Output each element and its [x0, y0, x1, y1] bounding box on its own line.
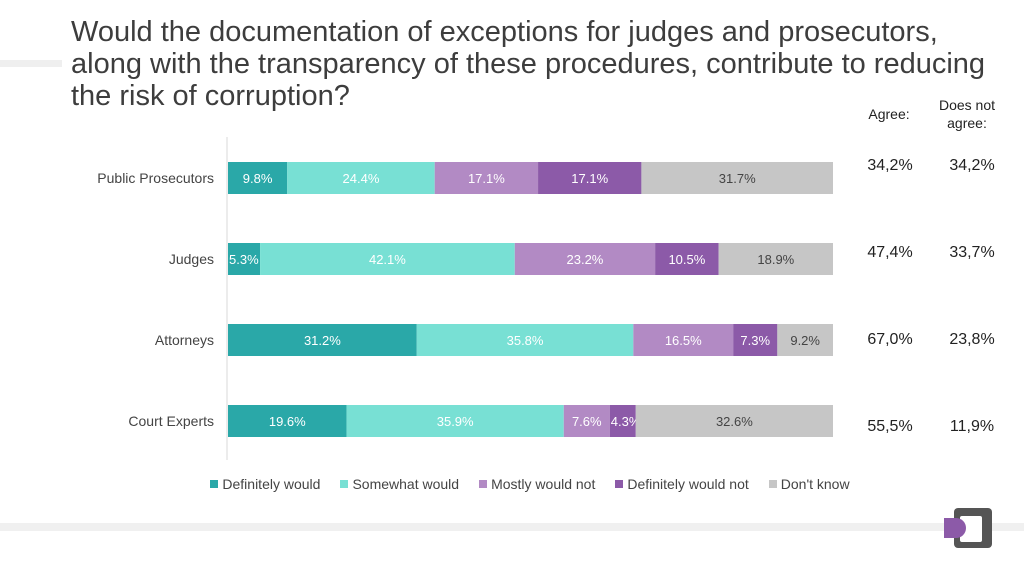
legend-label-mostly-would-not: Mostly would not [491, 476, 596, 492]
data-label-attorneys-somewhat-would: 35.8% [507, 333, 544, 348]
legend-item-mostly-would-not: Mostly would not [479, 476, 595, 492]
legend-swatch-mostly-would-not [479, 480, 488, 488]
legend-label-definitely-would: Definitely would [222, 476, 321, 492]
bar-segment-public-prosecutors-somewhat-would [287, 162, 435, 194]
data-label-court-experts-definitely-would-not: 4.3% [611, 414, 641, 429]
agree-value-attorneys: 67,0% [867, 331, 913, 348]
bar-segment-public-prosecutors-don-t-know [641, 162, 833, 194]
bar-segment-judges-don-t-know [718, 243, 833, 275]
bar-segment-public-prosecutors-definitely-would-not [538, 162, 642, 194]
category-label-public-prosecutors: Public Prosecutors [97, 170, 214, 186]
data-label-attorneys-mostly-would-not: 16.5% [665, 333, 702, 348]
data-label-attorneys-definitely-would-not: 7.3% [740, 333, 770, 348]
legend-item-don-t-know: Don't know [768, 476, 850, 492]
bar-segment-court-experts-definitely-would [228, 405, 347, 437]
data-label-judges-definitely-would-not: 10.5% [668, 252, 705, 267]
bar-segment-attorneys-mostly-would-not [633, 324, 734, 356]
not-agree-value-attorneys: 23,8% [949, 331, 995, 348]
not-agree-value-judges: 33,7% [949, 244, 995, 261]
data-label-public-prosecutors-don-t-know: 31.7% [719, 171, 756, 186]
legend-swatch-definitely-would [210, 480, 219, 488]
legend-label-definitely-would-not: Definitely would not [627, 476, 749, 492]
logo-icon [944, 508, 992, 548]
data-label-judges-definitely-would: 5.3% [229, 252, 259, 267]
agree-value-court-experts: 55,5% [867, 418, 913, 435]
legend-item-somewhat-would: Somewhat would [340, 476, 459, 492]
bar-segment-public-prosecutors-mostly-would-not [434, 162, 539, 194]
data-label-public-prosecutors-definitely-would-not: 17.1% [571, 171, 608, 186]
does-not-agree-header: Does not agree: [938, 97, 996, 131]
bar-segment-judges-somewhat-would [260, 243, 515, 275]
category-label-judges: Judges [169, 251, 214, 267]
top-accent-bar [0, 60, 62, 67]
legend-item-definitely-would: Definitely would [210, 476, 320, 492]
agree-header: Agree: [868, 106, 910, 122]
bar-segment-court-experts-somewhat-would [346, 405, 564, 437]
data-label-court-experts-somewhat-would: 35.9% [437, 414, 474, 429]
bar-segment-attorneys-definitely-would-not [733, 324, 778, 356]
bar-segment-judges-definitely-would-not [655, 243, 719, 275]
bar-segment-attorneys-don-t-know [777, 324, 833, 356]
not-agree-value-public-prosecutors: 34,2% [949, 157, 995, 174]
data-label-judges-mostly-would-not: 23.2% [567, 252, 604, 267]
data-label-attorneys-definitely-would: 31.2% [304, 333, 341, 348]
data-label-court-experts-mostly-would-not: 7.6% [572, 414, 602, 429]
legend-swatch-somewhat-would [340, 480, 349, 488]
bottom-band [0, 523, 1024, 531]
bar-segment-attorneys-somewhat-would [416, 324, 634, 356]
bar-segment-judges-mostly-would-not [514, 243, 656, 275]
not-agree-value-court-experts: 11,9% [949, 418, 995, 435]
data-label-public-prosecutors-mostly-would-not: 17.1% [468, 171, 505, 186]
legend-swatch-don-t-know [768, 480, 777, 488]
chart-title: Would the documentation of exceptions fo… [71, 16, 986, 112]
data-label-judges-don-t-know: 18.9% [757, 252, 794, 267]
bar-segment-court-experts-mostly-would-not [563, 405, 610, 437]
data-label-court-experts-definitely-would: 19.6% [269, 414, 306, 429]
category-label-attorneys: Attorneys [155, 332, 214, 348]
bar-segment-court-experts-definitely-would-not [609, 405, 636, 437]
legend-label-somewhat-would: Somewhat would [352, 476, 460, 492]
category-label-court-experts: Court Experts [128, 413, 214, 429]
legend-item-definitely-would-not: Definitely would not [615, 476, 749, 492]
agree-value-public-prosecutors: 34,2% [867, 157, 913, 174]
data-label-judges-somewhat-would: 42.1% [369, 252, 406, 267]
agree-value-judges: 47,4% [867, 244, 913, 261]
chart-legend: Definitely would Somewhat would Mostly wou… [150, 476, 910, 492]
legend-swatch-definitely-would-not [615, 480, 624, 488]
data-label-public-prosecutors-somewhat-would: 24.4% [343, 171, 380, 186]
bar-segment-attorneys-definitely-would [228, 324, 417, 356]
bar-segment-judges-definitely-would [228, 243, 261, 275]
data-label-attorneys-don-t-know: 9.2% [790, 333, 820, 348]
bar-segment-public-prosecutors-definitely-would [228, 162, 288, 194]
bar-segment-court-experts-don-t-know [635, 405, 833, 437]
data-label-public-prosecutors-definitely-would: 9.8% [243, 171, 273, 186]
data-label-court-experts-don-t-know: 32.6% [716, 414, 753, 429]
legend-label-don-t-know: Don't know [780, 476, 850, 492]
